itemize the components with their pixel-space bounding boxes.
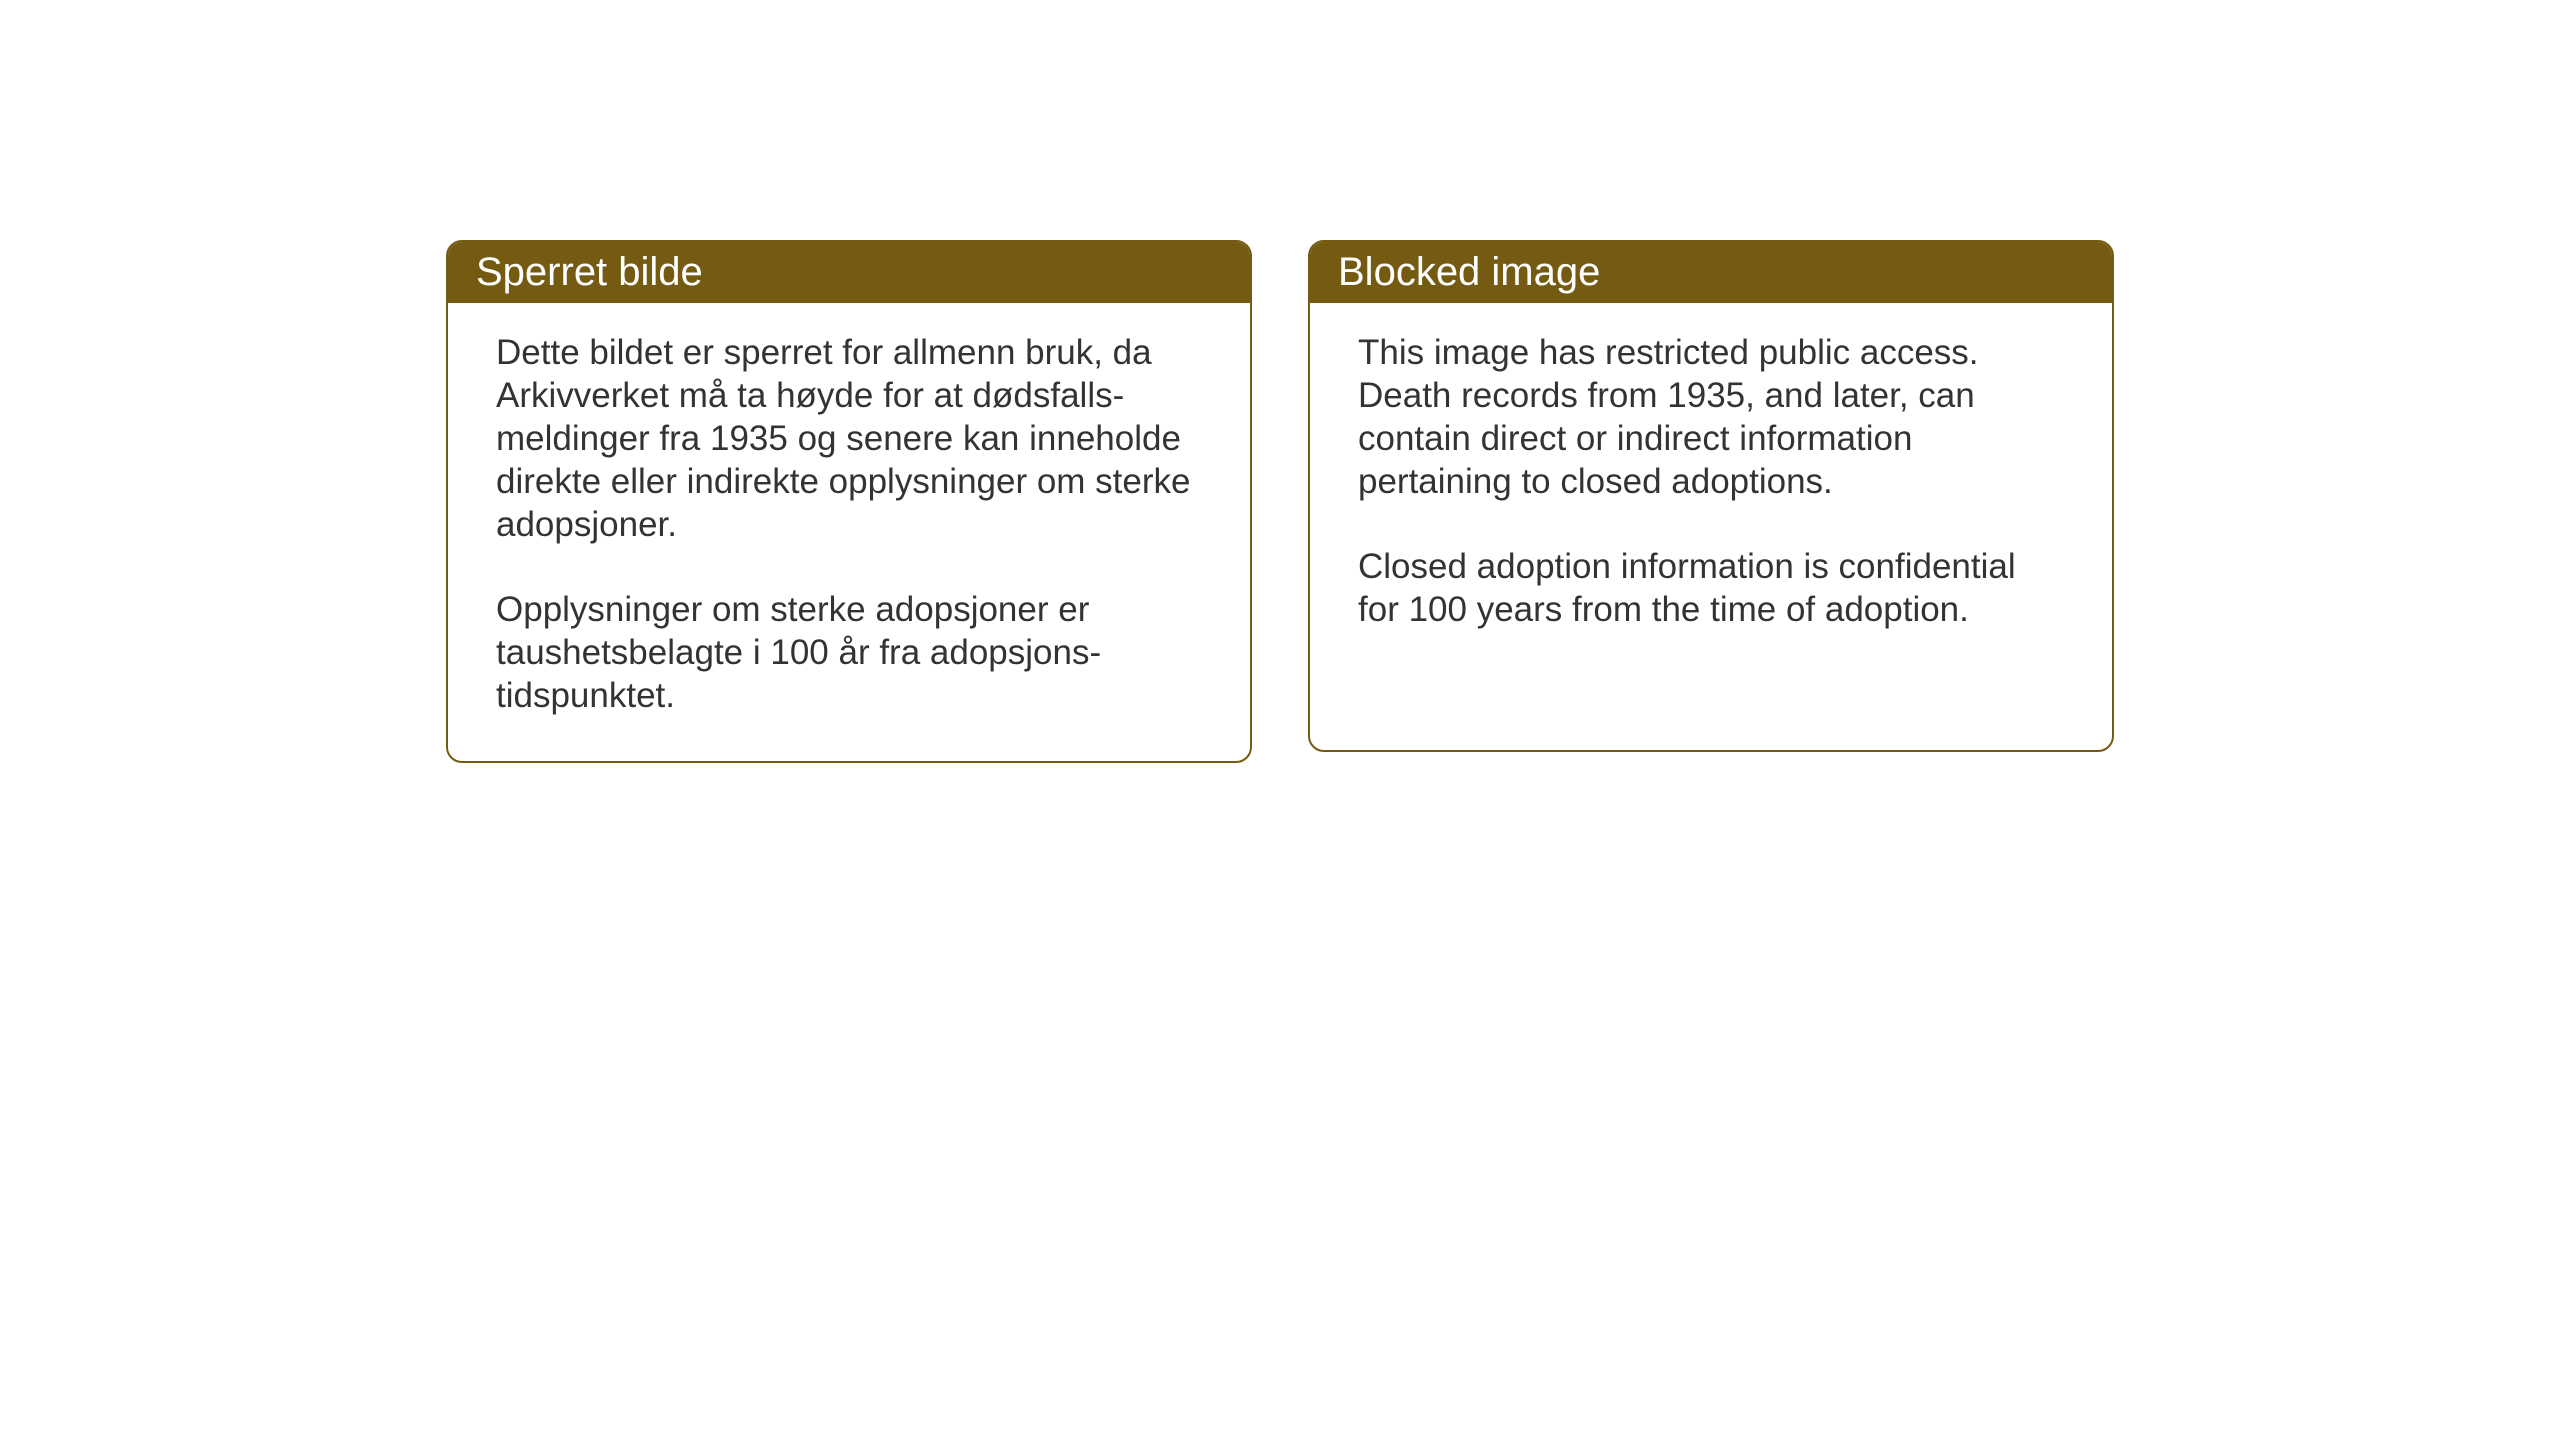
notice-container: Sperret bilde Dette bildet er sperret fo… (446, 240, 2114, 763)
notice-box-norwegian: Sperret bilde Dette bildet er sperret fo… (446, 240, 1252, 763)
notice-title-norwegian: Sperret bilde (476, 250, 703, 294)
notice-body-norwegian: Dette bildet er sperret for allmenn bruk… (448, 303, 1250, 761)
notice-box-english: Blocked image This image has restricted … (1308, 240, 2114, 752)
notice-body-english: This image has restricted public access.… (1310, 303, 2112, 675)
notice-paragraph-2-norwegian: Opplysninger om sterke adopsjoner er tau… (496, 588, 1202, 717)
notice-paragraph-1-norwegian: Dette bildet er sperret for allmenn bruk… (496, 331, 1202, 546)
notice-paragraph-2-english: Closed adoption information is confident… (1358, 545, 2064, 631)
notice-paragraph-1-english: This image has restricted public access.… (1358, 331, 2064, 503)
notice-title-english: Blocked image (1338, 250, 1600, 294)
notice-header-norwegian: Sperret bilde (448, 242, 1250, 303)
notice-header-english: Blocked image (1310, 242, 2112, 303)
